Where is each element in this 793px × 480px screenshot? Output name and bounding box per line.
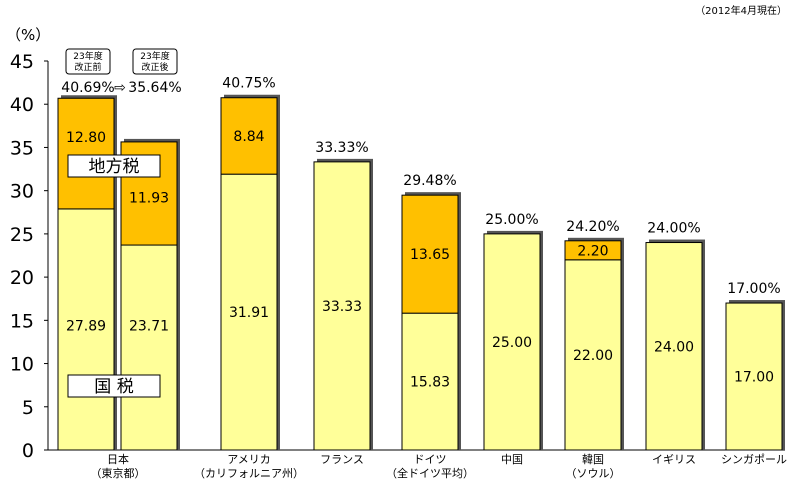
national-tax-label: 国 税 xyxy=(94,377,133,397)
y-tick-label: 15 xyxy=(10,310,34,332)
bar-national-label: 31.91 xyxy=(229,305,269,321)
arrow-label: ⇨ xyxy=(114,80,126,96)
category-label: （ソウル） xyxy=(566,467,621,480)
y-tick-label: 20 xyxy=(10,267,34,289)
y-tick-label: 35 xyxy=(10,137,34,159)
bar-local-label: 13.65 xyxy=(410,247,450,263)
bar-total-label: 35.64% xyxy=(128,80,181,96)
bar-national-segment xyxy=(120,244,178,451)
y-tick-label: 40 xyxy=(10,94,34,116)
bar-total-label: 29.48% xyxy=(403,173,456,189)
bar-local-segment xyxy=(57,97,115,210)
before-revision-text: 23年度 xyxy=(73,50,102,62)
bar-total-label: 40.69% xyxy=(61,80,114,96)
bar-total-label: 33.33% xyxy=(315,140,368,156)
bar-local-label: 11.93 xyxy=(129,191,169,207)
bar-national-label: 24.00 xyxy=(654,339,694,355)
category-label: シンガポール xyxy=(721,453,787,466)
bar-national-segment xyxy=(564,259,622,451)
date-note: （2012年4月現在） xyxy=(695,6,787,17)
bar-national-segment xyxy=(57,208,115,451)
y-tick-label: 0 xyxy=(22,440,34,462)
bar-national-segment xyxy=(725,302,783,451)
bar-total-label: 24.20% xyxy=(566,219,619,235)
before-revision-box xyxy=(65,48,111,75)
bar-national-segment xyxy=(313,161,371,451)
category-label: 日本 xyxy=(107,452,129,466)
bar-local-label: 2.20 xyxy=(577,243,608,259)
category-label: フランス xyxy=(320,453,364,466)
category-label: ドイツ xyxy=(414,453,447,466)
bar-national-segment xyxy=(645,242,703,451)
bar-national-label: 23.71 xyxy=(129,319,169,335)
category-label: アメリカ xyxy=(227,453,270,466)
category-label: （全ドイツ平均） xyxy=(386,466,474,480)
bar-national-label: 15.83 xyxy=(410,375,450,391)
y-axis-unit: （%） xyxy=(6,26,50,44)
bar-national-segment xyxy=(483,233,541,451)
bar-total-label: 40.75% xyxy=(222,76,275,92)
bar-total-label: 24.00% xyxy=(647,221,700,237)
y-tick-label: 30 xyxy=(10,181,34,203)
bar-national-label: 25.00 xyxy=(492,335,532,351)
bar-national-segment xyxy=(220,173,278,451)
category-label: イギリス xyxy=(652,453,696,466)
y-tick-label: 10 xyxy=(10,354,34,376)
category-label: 中国 xyxy=(501,453,523,466)
bar-national-label: 33.33 xyxy=(322,299,362,315)
bar-total-label: 25.00% xyxy=(485,212,538,228)
bar-local-label: 12.80 xyxy=(66,130,106,146)
category-label: 韓国 xyxy=(582,453,604,466)
bar-local-segment xyxy=(220,97,278,175)
national-tax-label-box xyxy=(67,374,161,398)
category-label: （東京都） xyxy=(91,466,146,480)
after-revision-text: 23年度 xyxy=(140,50,169,62)
local-tax-label-box xyxy=(67,154,161,178)
y-tick-label: 45 xyxy=(10,51,34,73)
local-tax-label: 地方税 xyxy=(89,157,140,177)
bar-national-label: 17.00 xyxy=(734,370,774,386)
after-revision-text: 改正後 xyxy=(141,61,168,73)
y-tick-label: 25 xyxy=(10,224,34,246)
category-label: （カリフォルニア州） xyxy=(194,467,304,480)
bar-national-label: 22.00 xyxy=(573,348,613,364)
bar-national-segment xyxy=(401,312,459,451)
y-tick-label: 5 xyxy=(22,397,34,419)
after-revision-box xyxy=(132,48,178,75)
before-revision-text: 改正前 xyxy=(74,61,101,73)
bar-local-label: 8.84 xyxy=(233,129,264,145)
bar-local-segment xyxy=(564,240,622,261)
bar-total-label: 17.00% xyxy=(727,281,780,297)
bar-local-segment xyxy=(401,194,459,314)
bar-national-label: 27.89 xyxy=(66,319,106,335)
